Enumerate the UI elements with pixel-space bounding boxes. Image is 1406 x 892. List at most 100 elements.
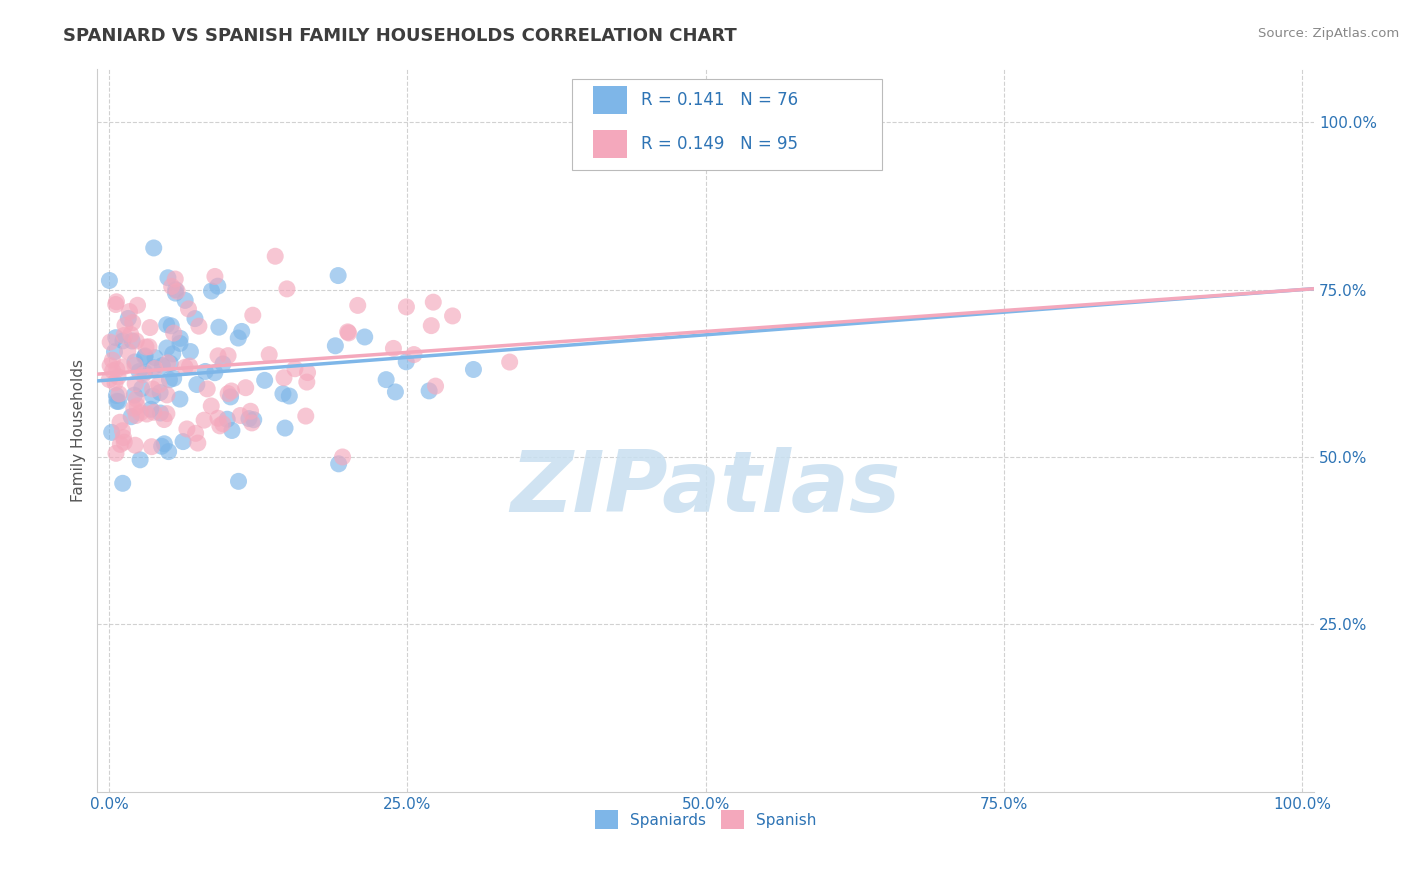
- Point: [165, 272, 187, 286]
- Point: [228, 475, 250, 489]
- Point: [207, 411, 229, 425]
- Point: [111, 424, 134, 438]
- Point: [148, 377, 170, 392]
- Point: [129, 406, 152, 420]
- Point: [134, 365, 156, 379]
- Point: [240, 416, 263, 430]
- Point: [186, 377, 208, 392]
- Point: [112, 431, 135, 445]
- Point: [169, 392, 191, 406]
- Text: R = 0.141   N = 76: R = 0.141 N = 76: [641, 91, 799, 109]
- Point: [264, 249, 287, 263]
- Point: [382, 342, 405, 356]
- Point: [134, 349, 156, 363]
- Point: [229, 409, 252, 423]
- Point: [162, 347, 184, 361]
- Point: [165, 283, 187, 297]
- Point: [441, 309, 464, 323]
- Point: [212, 357, 235, 371]
- Point: [346, 298, 368, 312]
- Point: [107, 370, 129, 384]
- Point: [150, 359, 173, 373]
- Point: [163, 326, 186, 340]
- Point: [105, 362, 128, 376]
- Point: [204, 366, 226, 380]
- Point: [169, 336, 191, 351]
- Point: [207, 279, 229, 293]
- Legend: Spaniards, Spanish: Spaniards, Spanish: [589, 804, 823, 835]
- Point: [143, 361, 166, 376]
- Point: [163, 371, 186, 385]
- Point: [118, 304, 141, 318]
- Point: [160, 279, 183, 293]
- Point: [271, 386, 294, 401]
- Point: [120, 327, 142, 342]
- FancyBboxPatch shape: [592, 87, 627, 114]
- Point: [402, 347, 425, 361]
- Point: [208, 320, 231, 334]
- Point: [297, 366, 319, 380]
- Y-axis label: Family Households: Family Households: [72, 359, 86, 501]
- Point: [149, 406, 172, 420]
- Point: [129, 453, 152, 467]
- Point: [172, 434, 194, 449]
- Point: [150, 439, 173, 453]
- Point: [156, 356, 179, 370]
- Point: [120, 409, 142, 424]
- Point: [141, 440, 163, 454]
- Point: [179, 359, 201, 373]
- Point: [104, 331, 127, 345]
- Point: [235, 381, 257, 395]
- Text: ZIPatlas: ZIPatlas: [510, 447, 901, 530]
- Point: [125, 392, 148, 406]
- Point: [117, 344, 139, 359]
- Point: [278, 389, 301, 403]
- FancyBboxPatch shape: [592, 130, 627, 158]
- Point: [122, 401, 145, 416]
- Point: [208, 418, 231, 433]
- Point: [105, 394, 128, 409]
- Point: [111, 476, 134, 491]
- Point: [110, 437, 132, 451]
- Point: [169, 331, 191, 345]
- Point: [139, 320, 162, 334]
- Point: [217, 386, 239, 401]
- Text: SPANIARD VS SPANISH FAMILY HOUSEHOLDS CORRELATION CHART: SPANIARD VS SPANISH FAMILY HOUSEHOLDS CO…: [63, 27, 737, 45]
- Point: [195, 382, 218, 396]
- Point: [135, 340, 157, 354]
- Point: [128, 365, 150, 379]
- Point: [135, 407, 157, 421]
- Point: [217, 412, 239, 426]
- Point: [139, 402, 162, 417]
- Point: [127, 298, 149, 312]
- Point: [328, 268, 350, 283]
- Point: [101, 364, 124, 378]
- Point: [177, 301, 200, 316]
- Point: [153, 437, 176, 451]
- Point: [112, 328, 135, 343]
- Point: [239, 404, 262, 418]
- Point: [108, 415, 131, 429]
- Point: [98, 273, 121, 287]
- Point: [142, 405, 165, 419]
- Point: [131, 382, 153, 396]
- Point: [174, 293, 197, 308]
- Point: [219, 390, 242, 404]
- Point: [200, 399, 222, 413]
- Point: [124, 376, 146, 391]
- Point: [226, 331, 249, 345]
- Point: [193, 413, 215, 427]
- Point: [176, 422, 198, 436]
- Point: [165, 286, 187, 301]
- Point: [132, 368, 155, 382]
- Point: [142, 241, 165, 255]
- Point: [463, 362, 485, 376]
- Point: [114, 318, 136, 333]
- Point: [105, 294, 128, 309]
- Point: [353, 330, 375, 344]
- Point: [174, 360, 197, 375]
- Point: [207, 349, 229, 363]
- Point: [98, 359, 121, 373]
- Point: [295, 375, 318, 389]
- Point: [104, 297, 127, 311]
